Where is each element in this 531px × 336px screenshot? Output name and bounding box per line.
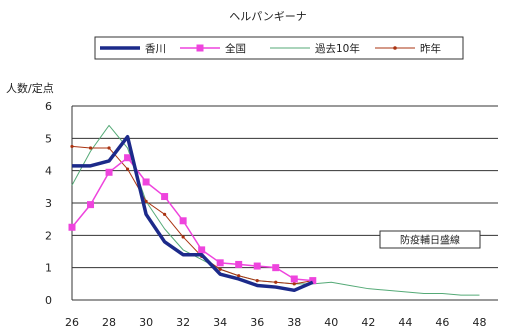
annotation-box [379,230,481,249]
y-tick-label: 3 [45,197,52,210]
x-tick-label: 36 [250,316,264,329]
data-point [237,274,241,278]
data-point [181,235,185,239]
y-tick-label: 4 [45,165,52,178]
x-tick-label: 30 [139,316,153,329]
data-point [124,154,132,162]
data-point [309,277,317,285]
x-tick-label: 38 [287,316,301,329]
legend-item-3: 昨年 [375,42,441,55]
legend-item-0: 香川 [100,43,166,55]
y-tick-label: 2 [45,229,52,242]
legend-item-1: 全国 [180,42,246,55]
data-point [290,275,298,283]
data-point [179,217,187,225]
y-tick-label: 0 [45,294,52,307]
data-point [88,146,93,150]
legend-item-2: 過去10年 [270,42,360,55]
data-point [235,260,243,268]
data-point [70,144,74,149]
series-0 [72,134,314,293]
x-tick-label: 44 [398,316,412,329]
data-point [144,199,148,203]
x-tick-label: 28 [102,316,116,329]
y-tick-label: 5 [45,132,52,145]
y-tick-label: 1 [45,262,52,275]
data-point [272,264,280,272]
series-line [71,145,313,285]
series-group [68,124,480,296]
data-point [68,223,76,231]
data-point [216,259,224,267]
data-point [105,168,113,176]
x-tick-label: 26 [65,316,79,329]
data-point [255,279,259,283]
annotation-text: 防疫輔日盛線 [400,234,460,247]
data-point [87,201,95,209]
data-point [198,246,206,254]
x-tick-label: 40 [324,316,338,329]
x-tick-label: 46 [435,316,449,329]
annotation: 防疫輔日盛線 [379,230,481,249]
legend-label: 過去10年 [315,42,360,55]
data-point [218,267,222,271]
chart-title: ヘルパンギーナ [229,10,307,23]
legend-label: 昨年 [420,42,441,55]
data-point [107,146,111,150]
legend-swatch-marker [196,44,204,52]
series-3 [70,144,315,286]
series-1 [68,154,317,285]
data-point [253,262,261,270]
series-line [72,134,314,293]
y-axis-label: 人数/定点 [6,81,54,95]
data-point [274,280,278,284]
data-point [292,282,296,286]
legend-label: 香川 [145,43,166,55]
data-point [161,193,169,201]
x-tick-label: 34 [213,316,227,329]
x-tick-label: 48 [472,316,486,329]
legend-swatch-marker [393,46,397,50]
legend: 香川 全国 過去10年 昨年 [94,36,464,60]
y-tick-label: 6 [45,100,52,113]
x-tick-label: 32 [176,316,190,329]
data-point [142,178,150,186]
x-tick-label: 42 [361,316,375,329]
data-point [125,167,130,171]
data-point [163,212,167,216]
legend-label: 全国 [225,42,246,55]
